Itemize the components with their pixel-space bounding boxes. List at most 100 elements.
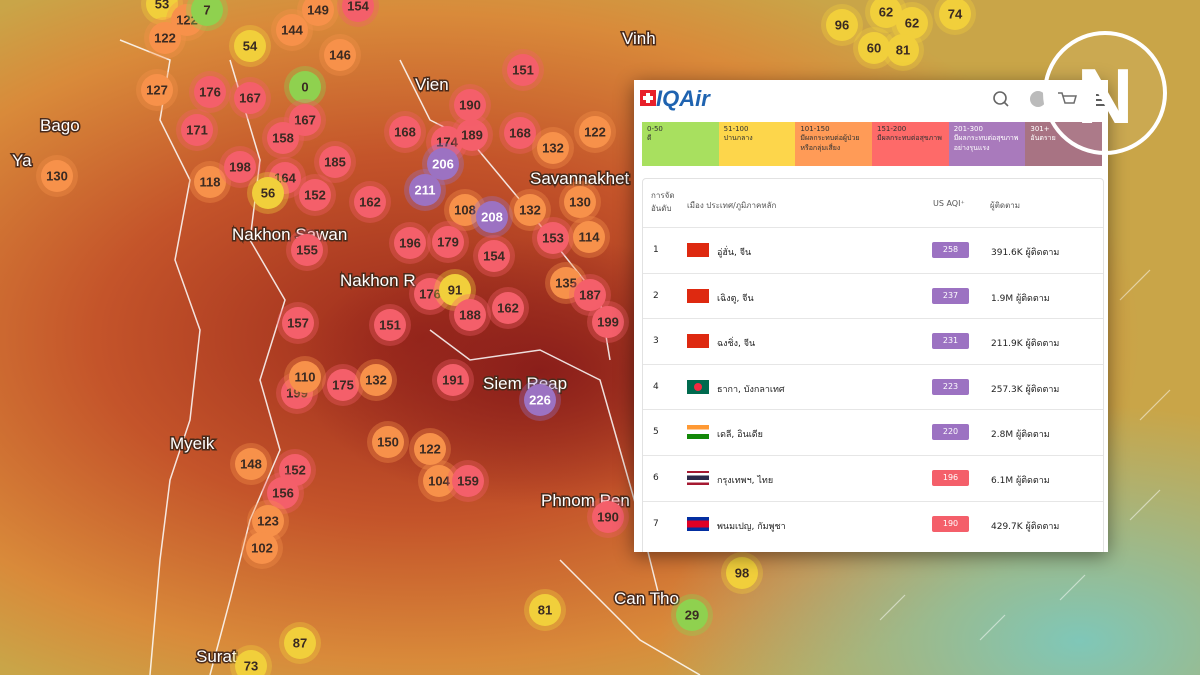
aqi-marker[interactable]: 96 bbox=[821, 4, 863, 46]
aqi-marker[interactable]: 81 bbox=[524, 589, 566, 631]
aqi-badge: 196 bbox=[932, 470, 969, 486]
table-row[interactable]: 2 เฉิงตู, จีน 237 1.9M ผู้ติดตาม bbox=[643, 272, 1103, 319]
table-row[interactable]: 7 พนมเปญ, กัมพูชา 190 429.7K ผู้ติดตาม bbox=[643, 500, 1103, 547]
aqi-marker[interactable]: 208 bbox=[471, 196, 513, 238]
table-row[interactable]: 5 เดลี, อินเดีย 220 2.8M ผู้ติดตาม bbox=[643, 409, 1103, 455]
aqi-marker[interactable]: 159 bbox=[447, 460, 489, 502]
aqi-marker[interactable]: 87 bbox=[279, 622, 321, 664]
aqi-marker[interactable]: 98 bbox=[721, 552, 763, 594]
aqi-marker[interactable]: 146 bbox=[319, 34, 361, 76]
marker-value: 206 bbox=[432, 157, 454, 172]
aqi-marker[interactable]: 144 bbox=[271, 9, 313, 51]
aqi-marker[interactable]: 114 bbox=[568, 216, 610, 258]
marker-value: 175 bbox=[332, 378, 354, 393]
marker-value: 91 bbox=[448, 283, 462, 298]
marker-dot bbox=[235, 448, 267, 480]
aqi-marker[interactable]: 130 bbox=[559, 181, 601, 223]
aqi-marker[interactable]: 226 bbox=[519, 379, 561, 421]
aqi-marker[interactable]: 54 bbox=[229, 25, 271, 67]
aqi-marker[interactable]: 108 bbox=[444, 189, 486, 231]
aqi-marker[interactable]: 156 bbox=[262, 472, 304, 514]
aqi-marker[interactable]: 130 bbox=[36, 155, 78, 197]
marker-value: 54 bbox=[243, 39, 258, 54]
aqi-marker[interactable]: 122 bbox=[144, 17, 186, 59]
aqi-marker[interactable]: 152 bbox=[294, 174, 336, 216]
menu-icon[interactable] bbox=[1096, 94, 1106, 106]
table-row[interactable]: 6 กรุงเทพฯ, ไทย 196 6.1M ผู้ติดตาม bbox=[643, 455, 1103, 501]
aqi-marker[interactable]: 0 bbox=[284, 66, 326, 108]
aqi-marker[interactable]: 168 bbox=[384, 111, 426, 153]
aqi-marker[interactable]: 110 bbox=[284, 356, 326, 398]
aqi-marker[interactable]: 29 bbox=[671, 594, 713, 636]
search-icon[interactable] bbox=[993, 91, 1007, 105]
table-row[interactable]: 3 ฉงชิ่ง, จีน 231 211.9K ผู้ติดตาม bbox=[643, 318, 1103, 364]
marker-value: 157 bbox=[287, 316, 309, 331]
aqi-marker[interactable]: 148 bbox=[230, 443, 272, 485]
marker-value: 158 bbox=[272, 131, 294, 146]
aqi-marker[interactable]: 62 bbox=[891, 2, 933, 44]
aqi-marker[interactable]: 118 bbox=[189, 161, 231, 203]
aqi-marker[interactable]: 162 bbox=[487, 287, 529, 329]
table-row[interactable]: 1 อู่ฮั่น, จีน 258 391.6K ผู้ติดตาม bbox=[643, 227, 1103, 273]
marker-value: 191 bbox=[442, 373, 464, 388]
marker-dot bbox=[427, 148, 459, 180]
aqi-marker[interactable]: 211 bbox=[404, 169, 446, 211]
aqi-marker[interactable]: 190 bbox=[587, 496, 629, 538]
aqi-marker[interactable]: 7 bbox=[186, 0, 228, 31]
aqi-marker[interactable]: 102 bbox=[241, 527, 283, 569]
aqi-marker[interactable]: 74 bbox=[934, 0, 976, 35]
aqi-marker[interactable]: 196 bbox=[389, 222, 431, 264]
aqi-marker[interactable]: 153 bbox=[532, 217, 574, 259]
aqi-marker[interactable]: 176 bbox=[189, 71, 231, 113]
aqi-marker[interactable]: 167 bbox=[229, 77, 271, 119]
aqi-marker[interactable]: 149 bbox=[297, 0, 339, 31]
aqi-marker[interactable]: 190 bbox=[449, 84, 491, 126]
aqi-marker[interactable]: 158 bbox=[262, 117, 304, 159]
table-row[interactable]: 4 ธากา, บังกลาเทศ 223 257.3K ผู้ติดตาม bbox=[643, 363, 1103, 410]
aqi-marker[interactable]: 132 bbox=[532, 127, 574, 169]
aqi-marker[interactable]: 154 bbox=[337, 0, 379, 27]
aqi-marker[interactable]: 198 bbox=[219, 146, 261, 188]
marker-value: 114 bbox=[579, 230, 601, 245]
aqi-marker[interactable]: 162 bbox=[349, 181, 391, 223]
aqi-marker[interactable]: 123 bbox=[247, 500, 289, 542]
aqi-marker[interactable]: 187 bbox=[569, 274, 611, 316]
aqi-marker[interactable]: 60 bbox=[853, 27, 895, 69]
aqi-marker[interactable]: 179 bbox=[427, 221, 469, 263]
aqi-marker[interactable]: 150 bbox=[367, 421, 409, 463]
aqi-marker[interactable]: 73 bbox=[230, 645, 272, 675]
wind-line bbox=[1119, 269, 1151, 301]
aqi-marker[interactable]: 168 bbox=[499, 112, 541, 154]
aqi-marker[interactable]: 104 bbox=[418, 460, 460, 502]
aqi-marker[interactable]: 191 bbox=[432, 359, 474, 401]
marker-value: 132 bbox=[542, 141, 564, 156]
aqi-marker[interactable]: 155 bbox=[286, 229, 328, 271]
aqi-marker[interactable]: 56 bbox=[247, 172, 289, 214]
aqi-marker[interactable]: 151 bbox=[502, 49, 544, 91]
marker-value: 196 bbox=[399, 236, 421, 251]
aqi-marker[interactable]: 175 bbox=[322, 364, 364, 406]
aqi-marker[interactable]: 167 bbox=[284, 99, 326, 141]
cart-icon[interactable] bbox=[1058, 92, 1077, 104]
aqi-marker[interactable]: 151 bbox=[369, 304, 411, 346]
marker-dot bbox=[524, 384, 556, 416]
marker-value: 190 bbox=[597, 510, 619, 525]
aqi-marker[interactable]: 206 bbox=[422, 143, 464, 185]
aqi-marker[interactable]: 132 bbox=[355, 359, 397, 401]
aqi-marker[interactable]: 185 bbox=[314, 141, 356, 183]
aqi-marker[interactable]: 122 bbox=[574, 111, 616, 153]
aqi-marker[interactable]: 189 bbox=[451, 114, 493, 156]
aqi-marker[interactable]: 157 bbox=[277, 302, 319, 344]
aqi-marker[interactable]: 199 bbox=[587, 301, 629, 343]
marker-dot bbox=[537, 222, 569, 254]
aqi-marker[interactable]: 188 bbox=[449, 294, 491, 336]
aqi-marker[interactable]: 171 bbox=[176, 109, 218, 151]
aqi-marker[interactable]: 154 bbox=[473, 235, 515, 277]
aqi-marker[interactable]: 122 bbox=[409, 428, 451, 470]
marker-dot bbox=[284, 627, 316, 659]
brand[interactable]: IQAir bbox=[656, 86, 710, 111]
aqi-marker[interactable]: 81 bbox=[882, 29, 924, 71]
aqi-marker[interactable]: 127 bbox=[136, 69, 178, 111]
aqi-marker[interactable]: 132 bbox=[509, 189, 551, 231]
avatar-icon[interactable] bbox=[1030, 91, 1046, 107]
